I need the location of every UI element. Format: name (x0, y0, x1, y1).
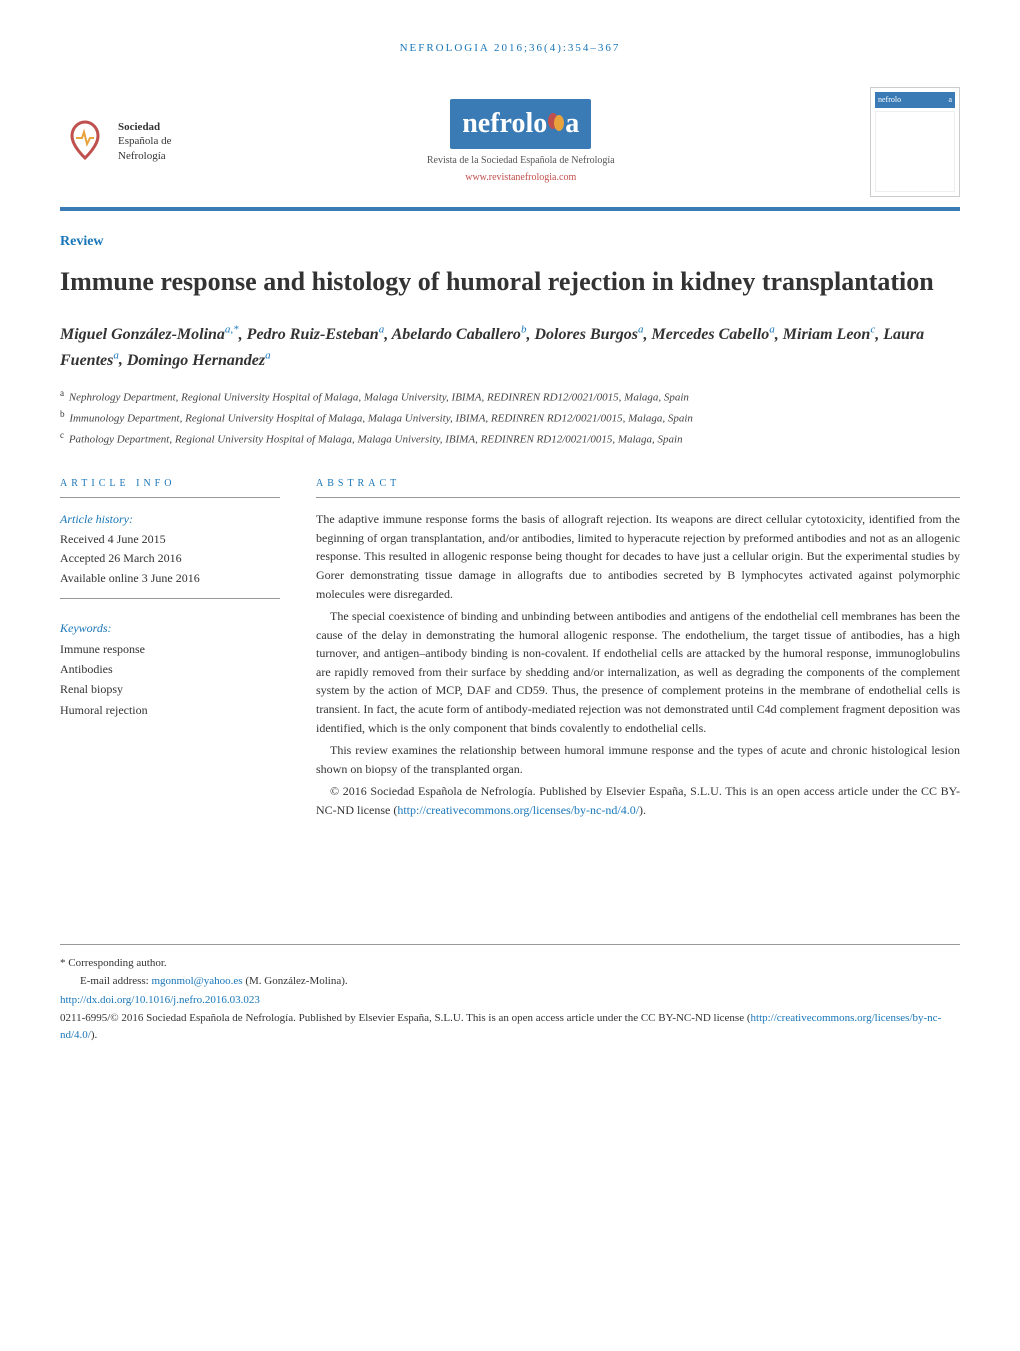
affiliations: a Nephrology Department, Regional Univer… (60, 387, 960, 448)
doi-line: http://dx.doi.org/10.1016/j.nefro.2016.0… (60, 992, 960, 1009)
affiliation-sup: b (60, 409, 65, 419)
author-aff-sup: b (521, 324, 527, 336)
corresponding-author-label: * Corresponding author. (60, 955, 960, 972)
society-name: Sociedad Española de Nefrología (118, 120, 171, 163)
keyword: Antibodies (60, 659, 280, 679)
article-type: Review (60, 231, 960, 252)
footer: * Corresponding author. E-mail address: … (60, 944, 960, 1044)
keyword: Renal biopsy (60, 679, 280, 699)
journal-url[interactable]: www.revistanefrologia.com (171, 170, 870, 185)
keyword: Humoral rejection (60, 700, 280, 720)
cover-logo-left: nefrolo (878, 94, 901, 106)
running-head-citation: NEFROLOGIA 2016;36(4):354–367 (60, 40, 960, 57)
abstract-head: ABSTRACT (316, 476, 960, 498)
affiliation-line: c Pathology Department, Regional Univers… (60, 429, 960, 448)
abstract-p1: The adaptive immune response forms the b… (316, 510, 960, 603)
affiliation-line: a Nephrology Department, Regional Univer… (60, 387, 960, 406)
email-author-name: (M. González-Molina). (243, 975, 348, 987)
info-abstract-row: ARTICLE INFO Article history: Received 4… (60, 476, 960, 824)
society-line2: Española de (118, 134, 171, 148)
author-aff-sup: c (870, 324, 875, 336)
email-line: E-mail address: mgonmol@yahoo.es (M. Gon… (80, 973, 960, 990)
society-mark-icon (60, 114, 110, 170)
cover-logo-right: a (948, 94, 952, 106)
author-aff-sup: a (265, 349, 271, 361)
author: Domingo Hernandeza (127, 352, 271, 369)
author: Dolores Burgosa (534, 326, 643, 343)
author-aff-sup: a,* (225, 324, 239, 336)
issn-license-line: 0211-6995/© 2016 Sociedad Española de Ne… (60, 1010, 960, 1043)
author-aff-sup: a (638, 324, 644, 336)
keywords-block: Keywords: Immune responseAntibodiesRenal… (60, 619, 280, 721)
author: Mercedes Cabelloa (652, 326, 775, 343)
author-aff-sup: a (769, 324, 775, 336)
article-info-column: ARTICLE INFO Article history: Received 4… (60, 476, 280, 824)
author-aff-sup: a (113, 349, 119, 361)
affiliation-sup: a (60, 388, 64, 398)
journal-header: Sociedad Española de Nefrología nefrolo a… (60, 77, 960, 211)
journal-logo-text-right: a (565, 108, 579, 139)
society-logo: Sociedad Española de Nefrología (60, 114, 171, 170)
doi-link[interactable]: http://dx.doi.org/10.1016/j.nefro.2016.0… (60, 994, 260, 1006)
abstract-body: The adaptive immune response forms the b… (316, 510, 960, 820)
journal-masthead: nefrolo a Revista de la Sociedad Española… (171, 99, 870, 185)
keyword: Immune response (60, 639, 280, 659)
affiliation-sup: c (60, 430, 64, 440)
copyright-link[interactable]: http://creativecommons.org/licenses/by-n… (397, 803, 639, 817)
author: Pedro Ruiz-Estebana (247, 326, 385, 343)
society-line3: Nefrología (118, 149, 171, 163)
info-divider (60, 598, 280, 599)
issn-suffix: ). (91, 1029, 97, 1041)
issn-prefix: 0211-6995/© 2016 Sociedad Española de Ne… (60, 1012, 751, 1024)
author: Abelardo Caballerob (392, 326, 527, 343)
journal-subtitle: Revista de la Sociedad Española de Nefro… (171, 153, 870, 168)
email-address[interactable]: mgonmol@yahoo.es (151, 975, 242, 987)
abstract-column: ABSTRACT The adaptive immune response fo… (316, 476, 960, 824)
author: Miguel González-Molinaa,* (60, 326, 239, 343)
history-accepted: Accepted 26 March 2016 (60, 549, 280, 568)
keywords-subhead: Keywords: (60, 619, 280, 637)
abstract-p2: The special coexistence of binding and u… (316, 607, 960, 737)
affiliation-line: b Immunology Department, Regional Univer… (60, 408, 960, 427)
article-history: Article history: Received 4 June 2015 Ac… (60, 510, 280, 599)
author-aff-sup: a (379, 324, 385, 336)
article-info-head: ARTICLE INFO (60, 476, 280, 498)
history-received: Received 4 June 2015 (60, 530, 280, 549)
abstract-p3: This review examines the relationship be… (316, 741, 960, 778)
cover-body-placeholder (875, 111, 955, 192)
journal-logo-text-left: nefrolo (462, 108, 547, 139)
author-list: Miguel González-Molinaa,*, Pedro Ruiz-Es… (60, 322, 960, 373)
abstract-copyright: © 2016 Sociedad Española de Nefrología. … (316, 782, 960, 819)
journal-logo: nefrolo a (450, 99, 591, 149)
keywords-list: Immune responseAntibodiesRenal biopsyHum… (60, 639, 280, 721)
society-line1: Sociedad (118, 120, 171, 134)
journal-cover-thumbnail: nefrolo a (870, 87, 960, 197)
article-title: Immune response and histology of humoral… (60, 266, 960, 299)
copyright-suffix: ). (639, 803, 646, 817)
history-online: Available online 3 June 2016 (60, 569, 280, 588)
email-label: E-mail address: (80, 975, 151, 987)
history-subhead: Article history: (60, 510, 280, 528)
journal-logo-accent-icon (547, 105, 565, 127)
author: Miriam Leonc (783, 326, 875, 343)
